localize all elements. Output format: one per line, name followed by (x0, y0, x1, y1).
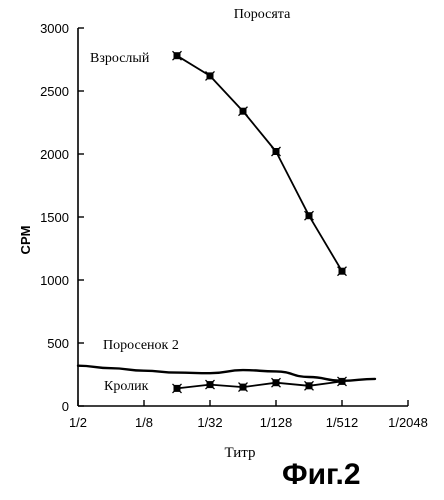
series-2 (172, 376, 347, 394)
x-tick-label: 1/8 (135, 415, 153, 430)
data-point (205, 379, 215, 390)
series-line (76, 364, 377, 382)
y-axis-label: CPM (18, 226, 33, 255)
data-point (337, 266, 347, 277)
ticks: 0 500 1000 1500 2000 2500 3000 1/2 1/8 1/32 1/128 1… (40, 21, 428, 430)
data-point-cross (304, 210, 314, 221)
series (76, 50, 377, 394)
y-tick-label: 1000 (40, 273, 69, 288)
data-point (238, 382, 248, 393)
data-point (271, 146, 281, 157)
data-point (271, 377, 281, 388)
data-point (238, 106, 248, 117)
y-tick-label: 0 (62, 399, 69, 414)
data-point-cross (238, 106, 248, 117)
data-point-cross (238, 382, 248, 393)
data-point (205, 70, 215, 81)
data-point-cross (172, 383, 182, 394)
series-line (176, 380, 343, 390)
series-0 (172, 50, 347, 277)
data-point-cross (337, 266, 347, 277)
y-tick-label: 1500 (40, 210, 69, 225)
y-tick-label: 3000 (40, 21, 69, 36)
series-line (176, 54, 343, 273)
figure-label: Фиг.2 (282, 458, 361, 491)
x-tick-label: 1/32 (197, 415, 222, 430)
y-tick-label: 2000 (40, 147, 69, 162)
data-point-cross (205, 70, 215, 81)
data-point (337, 376, 347, 387)
x-tick-label: 1/128 (260, 415, 293, 430)
series-1 (76, 364, 377, 382)
data-point-cross (271, 377, 281, 388)
data-point-cross (271, 146, 281, 157)
data-point (172, 383, 182, 394)
series-label-adult: Взрослый (90, 51, 150, 66)
data-point-cross (205, 379, 215, 390)
data-point-cross (304, 380, 314, 391)
data-point (304, 210, 314, 221)
x-tick-label: 1/512 (326, 415, 359, 430)
x-tick-label: 1/2 (69, 415, 87, 430)
series-label-piglet-2: Поросенок 2 (103, 338, 179, 353)
y-tick-label: 500 (47, 336, 69, 351)
y-tick-label: 2500 (40, 84, 69, 99)
data-point-cross (337, 376, 347, 387)
data-point (304, 380, 314, 391)
data-point (172, 50, 182, 61)
x-axis-label: Титр (224, 445, 255, 461)
chart-title: Поросята (234, 7, 291, 22)
x-tick-label: 1/2048 (388, 415, 428, 430)
series-label-rabbit: Кролик (104, 379, 149, 394)
data-point-cross (172, 50, 182, 61)
